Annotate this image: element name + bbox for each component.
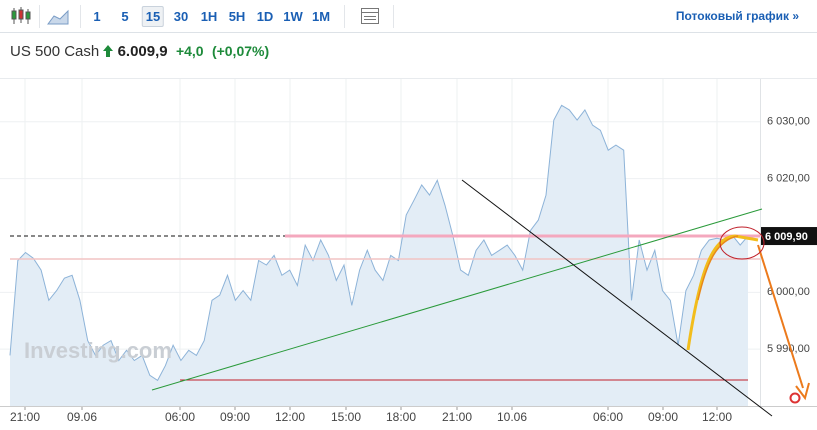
x-tick-label: 12:00 — [275, 410, 305, 424]
price: 6.009,9 — [117, 43, 168, 60]
arrow — [757, 244, 804, 389]
quote-header: US 500 Cash 6.009,9 +4,0 (+0,07%) — [10, 43, 269, 60]
y-tick-label: 6 030,00 — [767, 116, 810, 128]
x-tick-label: 21:00 — [10, 410, 40, 424]
highlight-ellipse — [719, 226, 765, 260]
interval-button[interactable]: 1H — [200, 9, 218, 24]
last-price-label: 6 009,90 — [765, 231, 808, 243]
interval-button[interactable]: 5 — [121, 9, 129, 24]
change: +4,0 — [175, 43, 204, 59]
interval-button[interactable]: 1D — [256, 9, 274, 24]
x-tick-label: 09:00 — [648, 410, 678, 424]
x-tick-label: 06:00 — [165, 410, 195, 424]
x-tick-label: 10.06 — [497, 410, 527, 424]
trend-line — [151, 208, 763, 391]
x-tick-label: 21:00 — [442, 410, 472, 424]
x-tick-label: 15:00 — [331, 410, 361, 424]
drawn-curve — [697, 235, 739, 301]
arrow-head — [795, 382, 810, 401]
table-icon[interactable] — [361, 8, 379, 24]
watermark: Investing.com — [24, 338, 172, 363]
y-tick-label: 6 000,00 — [767, 286, 810, 298]
x-tick-label: 06:00 — [593, 410, 623, 424]
y-tick-label: 5 990,00 — [767, 343, 810, 355]
stream-link[interactable]: Потоковый график » — [675, 9, 799, 23]
area — [10, 105, 748, 407]
alert-marker — [789, 392, 801, 404]
interval-button[interactable]: 1W — [283, 9, 303, 24]
area-icon — [47, 9, 69, 25]
instrument: US 500 Cash — [10, 43, 100, 60]
x-tick-label: 12:00 — [702, 410, 732, 424]
x-tick-label: 18:00 — [386, 410, 416, 424]
interval-button[interactable]: 1 — [93, 9, 101, 24]
change-pct: (+0,07%) — [211, 43, 270, 59]
x-tick-label: 09.06 — [67, 410, 97, 424]
interval-button[interactable]: 5H — [228, 9, 246, 24]
drawn-curve — [686, 234, 759, 351]
trend-line — [461, 179, 773, 417]
up-arrow — [103, 45, 114, 57]
candle-icon — [11, 7, 31, 24]
x-tick-label: 09:00 — [220, 410, 250, 424]
interval-button[interactable]: 15 — [141, 6, 165, 27]
interval-button[interactable]: 1M — [311, 9, 331, 24]
y-tick-label: 6 020,00 — [767, 173, 810, 185]
interval-button[interactable]: 30 — [173, 9, 189, 24]
last-price-box — [761, 227, 817, 246]
price-line — [9, 104, 749, 382]
